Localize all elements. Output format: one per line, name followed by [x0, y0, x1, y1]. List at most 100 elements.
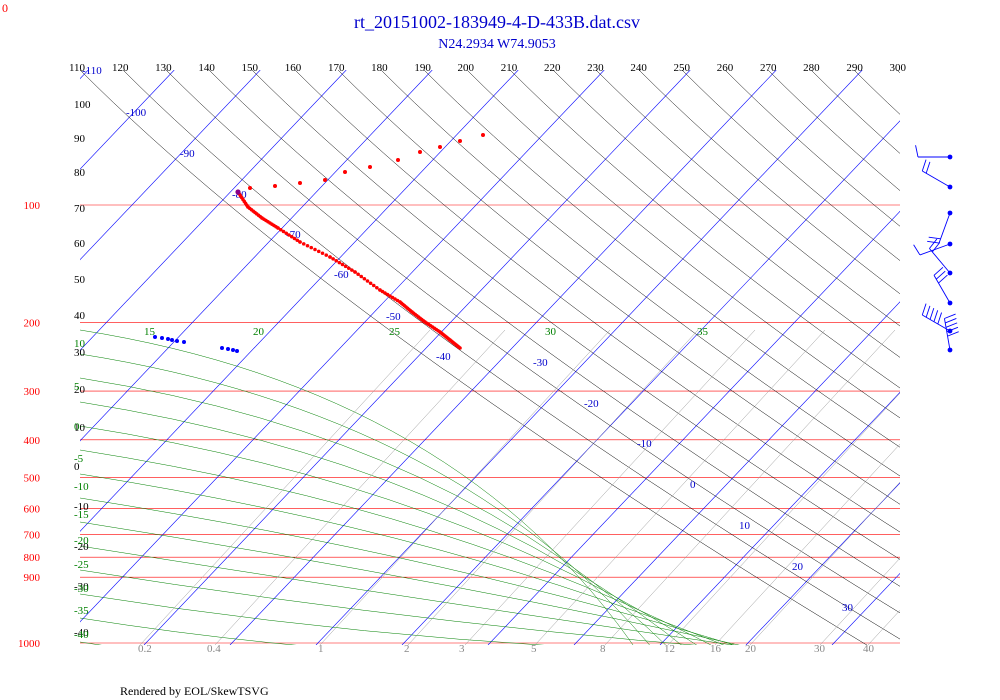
isotherm-label: -110: [82, 65, 102, 77]
wind-barb-staff: [922, 170, 951, 188]
upper-point: [368, 165, 372, 169]
isotherm-line: [487, 210, 900, 645]
moist-adiabat-line: [80, 593, 544, 645]
wind-barb-feather: [944, 313, 956, 319]
wind-barb: [944, 313, 959, 353]
upper-point: [458, 139, 462, 143]
theta-left-label: 100: [74, 99, 91, 111]
temperature-point: [371, 283, 376, 288]
theta-left-label: 50: [74, 274, 86, 286]
moist-adiabat-line: [80, 425, 698, 645]
wind-barb-feather: [913, 244, 921, 256]
moist-left-label: -15: [74, 509, 89, 521]
temperature-point: [356, 272, 360, 277]
moist-left-label: 0: [74, 421, 80, 433]
footer-credit: Rendered by EOL/SkewTSVG: [120, 684, 269, 698]
pressure-tick-label: 500: [24, 473, 41, 485]
theta-left-label: 10: [74, 422, 86, 434]
isotherm-label: -10: [637, 438, 652, 450]
theta-top-label: 290: [846, 62, 863, 74]
wind-barb-feather: [946, 326, 959, 333]
isotherm-line: [143, 70, 691, 645]
moist-left-label: -5: [74, 453, 84, 465]
moist-left-label: -20: [74, 535, 89, 547]
theta-top-label: 240: [630, 62, 647, 74]
temperature-point: [284, 231, 289, 236]
wind-barb-staff: [922, 314, 951, 332]
wind-barb-feather: [945, 318, 957, 324]
wind-barb-feather: [947, 331, 959, 337]
theta-left-label: -10: [74, 501, 89, 513]
temperature-point: [292, 236, 297, 241]
temperature-point: [316, 249, 321, 254]
pressure-tick-label: 1000: [18, 638, 41, 650]
isotherm-line: [315, 70, 863, 645]
temperature-point: [276, 226, 280, 230]
wind-barb: [915, 145, 953, 160]
upper-point: [273, 184, 277, 188]
mixing-ratio-line: [604, 329, 896, 645]
theta-top-label: 170: [328, 62, 345, 74]
pressure-tick-label: 200: [24, 317, 41, 329]
temperature-point: [337, 260, 342, 265]
wind-barb-feather: [929, 238, 938, 249]
moist-left-label: 5: [74, 381, 80, 393]
dry-adiabat-line: [853, 70, 900, 115]
isotherm-line: [745, 482, 900, 645]
dry-adiabat-line: [337, 70, 900, 505]
upper-point: [298, 181, 302, 185]
upper-point: [418, 150, 422, 154]
mixing-ratio-line: [714, 443, 900, 645]
moist-adiabat-line: [80, 401, 682, 645]
isotherm-line: [80, 70, 519, 532]
temperature-point: [368, 281, 373, 286]
pressure-tick-label: 800: [24, 552, 41, 564]
theta-left-label: -30: [74, 581, 89, 593]
wind-barb: [921, 159, 953, 190]
pressure-tick-label: 600: [24, 503, 41, 515]
theta-top-label: 220: [544, 62, 561, 74]
theta-top-label: 260: [717, 62, 734, 74]
mixing-ratio-label: 30: [814, 643, 826, 655]
mixing-ratio-label: 16: [710, 643, 722, 655]
dry-adiabat-line: [294, 70, 900, 533]
theta-left-label: -40: [74, 627, 89, 639]
mixing-ratio-label: 3: [459, 643, 465, 655]
mixing-ratio-label: 5: [531, 643, 537, 655]
temperature-point: [289, 234, 294, 239]
wind-barb-feather: [925, 305, 931, 318]
mixing-ratio-line: [139, 329, 431, 645]
temperature-point: [346, 266, 351, 271]
wind-barb-staff: [944, 318, 951, 351]
chart-title: rt_20151002-183949-4-D-433B.dat.csv: [354, 12, 640, 32]
moist-adiabat-label: 20: [253, 326, 265, 338]
dry-adiabat-line: [681, 70, 900, 261]
mixing-ratio-line: [867, 609, 900, 645]
isotherm-label: -20: [584, 398, 599, 410]
moist-adiabat-line: [80, 617, 296, 645]
temperature-point: [343, 264, 348, 269]
theta-top-label: 250: [674, 62, 691, 74]
isotherm-label: -30: [533, 357, 548, 369]
dewpoint-point: [231, 348, 235, 352]
theta-top-label: 280: [803, 62, 820, 74]
mixing-ratio-label: 8: [600, 643, 606, 655]
mixing-ratio-line: [464, 329, 756, 645]
dry-adiabat-line: [122, 70, 900, 640]
temperature-point: [353, 270, 357, 274]
theta-left-label: 60: [74, 238, 86, 250]
dry-adiabat-line: [595, 70, 900, 327]
isotherm-line: [80, 70, 433, 442]
upper-point: [396, 158, 400, 162]
wind-barb-feather: [945, 322, 958, 328]
corner-label: 0: [2, 1, 8, 15]
dewpoint-point: [153, 335, 157, 339]
pressure-tick-label: 700: [24, 530, 41, 542]
isotherm-label: -100: [126, 107, 147, 119]
dewpoint-point: [226, 347, 230, 351]
dewpoint-point: [175, 339, 179, 343]
theta-top-label: 270: [760, 62, 777, 74]
dry-adiabat-line: [80, 70, 868, 645]
pressure-tick-label: 100: [24, 200, 41, 212]
temperature-point: [350, 268, 354, 272]
